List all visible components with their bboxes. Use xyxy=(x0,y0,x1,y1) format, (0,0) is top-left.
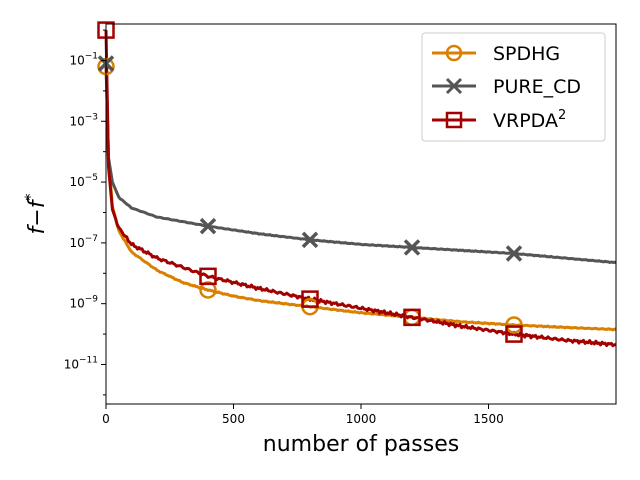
x-tick-label-500: 500 xyxy=(222,412,245,426)
legend-entry-vrpda2: VRPDA2 xyxy=(432,108,566,132)
y-tick-label-base: 10 xyxy=(69,175,84,189)
legend-marker-spdhg xyxy=(445,44,463,62)
y-axis-label: f−f* xyxy=(23,194,50,235)
y-tick-label-base: 10 xyxy=(69,114,84,128)
series-line-spdhg xyxy=(104,66,617,332)
legend-entry-pure-cd: PURE_CD xyxy=(432,76,581,98)
y-tick-label-exp: −7 xyxy=(85,234,98,244)
x-tick-label-1000: 1000 xyxy=(346,412,377,426)
y-tick-label-exp: −5 xyxy=(85,173,98,183)
y-axis-label-star: * xyxy=(23,194,39,201)
marker-vrpda2-2 xyxy=(301,290,319,308)
y-tick-label-1: 10−1 xyxy=(69,51,98,67)
series-layer xyxy=(104,30,617,348)
y-tick-label-base: 10 xyxy=(69,53,84,67)
marker-pure-cd-2 xyxy=(301,231,319,249)
legend-marker-pure-cd xyxy=(445,77,463,95)
series-line-pure-cd xyxy=(104,63,617,265)
y-tick-label-exp: −9 xyxy=(85,295,99,305)
series-line-vrpda2 xyxy=(104,30,616,348)
y-axis-label-minus: − xyxy=(25,208,50,226)
x-tick-label-1500: 1500 xyxy=(473,412,504,426)
y-axis-label-f: f xyxy=(25,223,50,234)
y-tick-label-5: 10−5 xyxy=(69,173,98,189)
legend-marker-vrpda2 xyxy=(445,111,463,129)
y-axis-label-f-star: f xyxy=(25,197,50,208)
y-tick-label-9: 10−9 xyxy=(69,295,98,311)
y-tick-label-base: 10 xyxy=(64,357,79,371)
y-tick-label-base: 10 xyxy=(69,297,84,311)
marker-pure-cd-4 xyxy=(505,245,523,262)
marker-pure-cd-1 xyxy=(199,217,217,235)
marker-spdhg-4 xyxy=(505,316,523,334)
marker-spdhg-1 xyxy=(199,281,217,299)
marker-vrpda2-1 xyxy=(199,267,217,286)
legend-frame xyxy=(421,32,606,142)
y-tick-label-7: 10−7 xyxy=(69,234,98,250)
legend-label-vrpda2: VRPDA2 xyxy=(493,108,566,132)
y-tick-label-11: 10−11 xyxy=(64,355,98,371)
y-tick-label-exp: −1 xyxy=(85,51,98,61)
y-tick-label-base: 10 xyxy=(69,236,84,250)
marker-pure-cd-3 xyxy=(403,239,421,256)
x-axis-label: number of passes xyxy=(263,432,459,457)
legend-entry-spdhg: SPDHG xyxy=(432,43,560,65)
y-tick-label-exp: −3 xyxy=(85,112,98,122)
x-axis-ticks: 0 500 1000 1500 xyxy=(102,404,504,426)
x-tick-label-0: 0 xyxy=(102,412,110,426)
y-tick-label-3: 10−3 xyxy=(69,112,98,128)
legend-label-vrpda2-base: VRPDA xyxy=(493,110,558,132)
legend-label-pure-cd: PURE_CD xyxy=(493,76,581,98)
marker-vrpda2-4 xyxy=(505,325,523,343)
legend-label-vrpda2-sup: 2 xyxy=(558,108,566,123)
legend: SPDHG PURE_CD VRPDA2 xyxy=(421,32,606,142)
legend-label-spdhg: SPDHG xyxy=(493,43,560,65)
marker-vrpda2-3 xyxy=(403,308,421,327)
y-tick-label-exp: −11 xyxy=(79,355,98,365)
